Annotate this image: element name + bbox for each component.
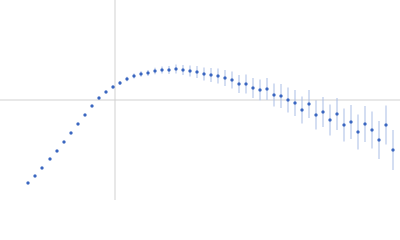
data-point (244, 82, 248, 86)
data-point (202, 72, 206, 76)
data-point (40, 166, 44, 170)
data-point (153, 69, 157, 73)
data-point (209, 73, 213, 77)
data-point (384, 123, 388, 127)
data-point (321, 110, 325, 114)
data-point (76, 122, 80, 126)
data-point (356, 130, 360, 134)
data-point (314, 113, 318, 117)
data-point (132, 74, 136, 78)
data-point (251, 86, 255, 90)
data-point (230, 78, 234, 82)
data-point (139, 72, 143, 76)
data-point (104, 90, 108, 94)
data-point (167, 68, 171, 72)
data-point (118, 81, 122, 85)
data-point (286, 98, 290, 102)
data-point (328, 118, 332, 122)
data-point (307, 102, 311, 106)
data-point (363, 122, 367, 126)
data-point (26, 181, 30, 185)
data-point (48, 157, 52, 161)
data-point (83, 113, 87, 117)
data-point (111, 85, 115, 89)
chart (0, 0, 400, 200)
data-point (33, 174, 37, 178)
data-point (181, 68, 185, 72)
data-point (223, 76, 227, 80)
data-point (279, 94, 283, 98)
data-point (174, 67, 178, 71)
data-point (300, 108, 304, 112)
data-point (258, 88, 262, 92)
data-point (160, 68, 164, 72)
data-point (125, 77, 129, 81)
data-point (69, 131, 73, 135)
data-point (349, 120, 353, 124)
data-point (265, 87, 269, 91)
data-point (90, 104, 94, 108)
data-point (237, 82, 241, 86)
data-point (342, 123, 346, 127)
data-point (293, 101, 297, 105)
data-point (146, 71, 150, 75)
data-point (216, 74, 220, 78)
data-point (62, 140, 66, 144)
data-point (335, 112, 339, 116)
data-point (391, 148, 395, 152)
data-point (272, 93, 276, 97)
data-point (188, 69, 192, 73)
data-point (370, 128, 374, 132)
page: (() => { const data = JSON.parse(documen… (0, 0, 400, 200)
data-point (377, 138, 381, 142)
data-point (195, 70, 199, 74)
data-point (97, 96, 101, 100)
data-point (55, 149, 59, 153)
